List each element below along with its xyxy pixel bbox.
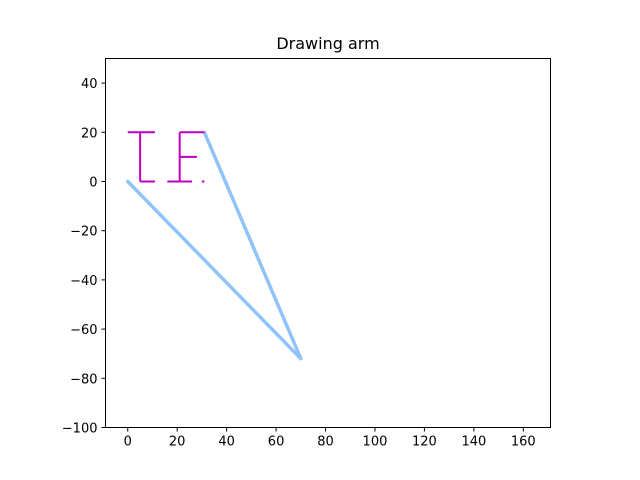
axes-frame — [105, 58, 551, 428]
x-tick-label: 40 — [218, 435, 235, 450]
y-tick-label: −100 — [62, 422, 98, 437]
x-tick-label: 100 — [363, 435, 388, 450]
chart-title: Drawing arm — [276, 34, 379, 53]
x-tick-label: 20 — [169, 435, 186, 450]
x-tick-label: 140 — [461, 435, 486, 450]
y-tick-label: 40 — [81, 77, 98, 92]
arm-line — [126, 130, 303, 361]
plot-area — [126, 130, 303, 361]
x-tick-label: 60 — [268, 435, 285, 450]
x-tick-label: 120 — [412, 435, 437, 450]
axis-ticks: 0 20 40 60 80 100 120 140 160 −100 −80 −60 −40 −20 0 20… — [62, 77, 536, 449]
x-tick-label: 0 — [124, 435, 132, 450]
y-tick-label: −20 — [70, 225, 97, 240]
y-tick-label: 20 — [81, 126, 98, 141]
y-tick-label: −80 — [70, 372, 97, 387]
y-tick-label: 0 — [89, 176, 97, 191]
y-tick-label: −40 — [70, 274, 97, 289]
y-tick-label: −60 — [70, 323, 97, 338]
x-tick-label: 160 — [511, 435, 536, 450]
x-tick-label: 80 — [317, 435, 334, 450]
